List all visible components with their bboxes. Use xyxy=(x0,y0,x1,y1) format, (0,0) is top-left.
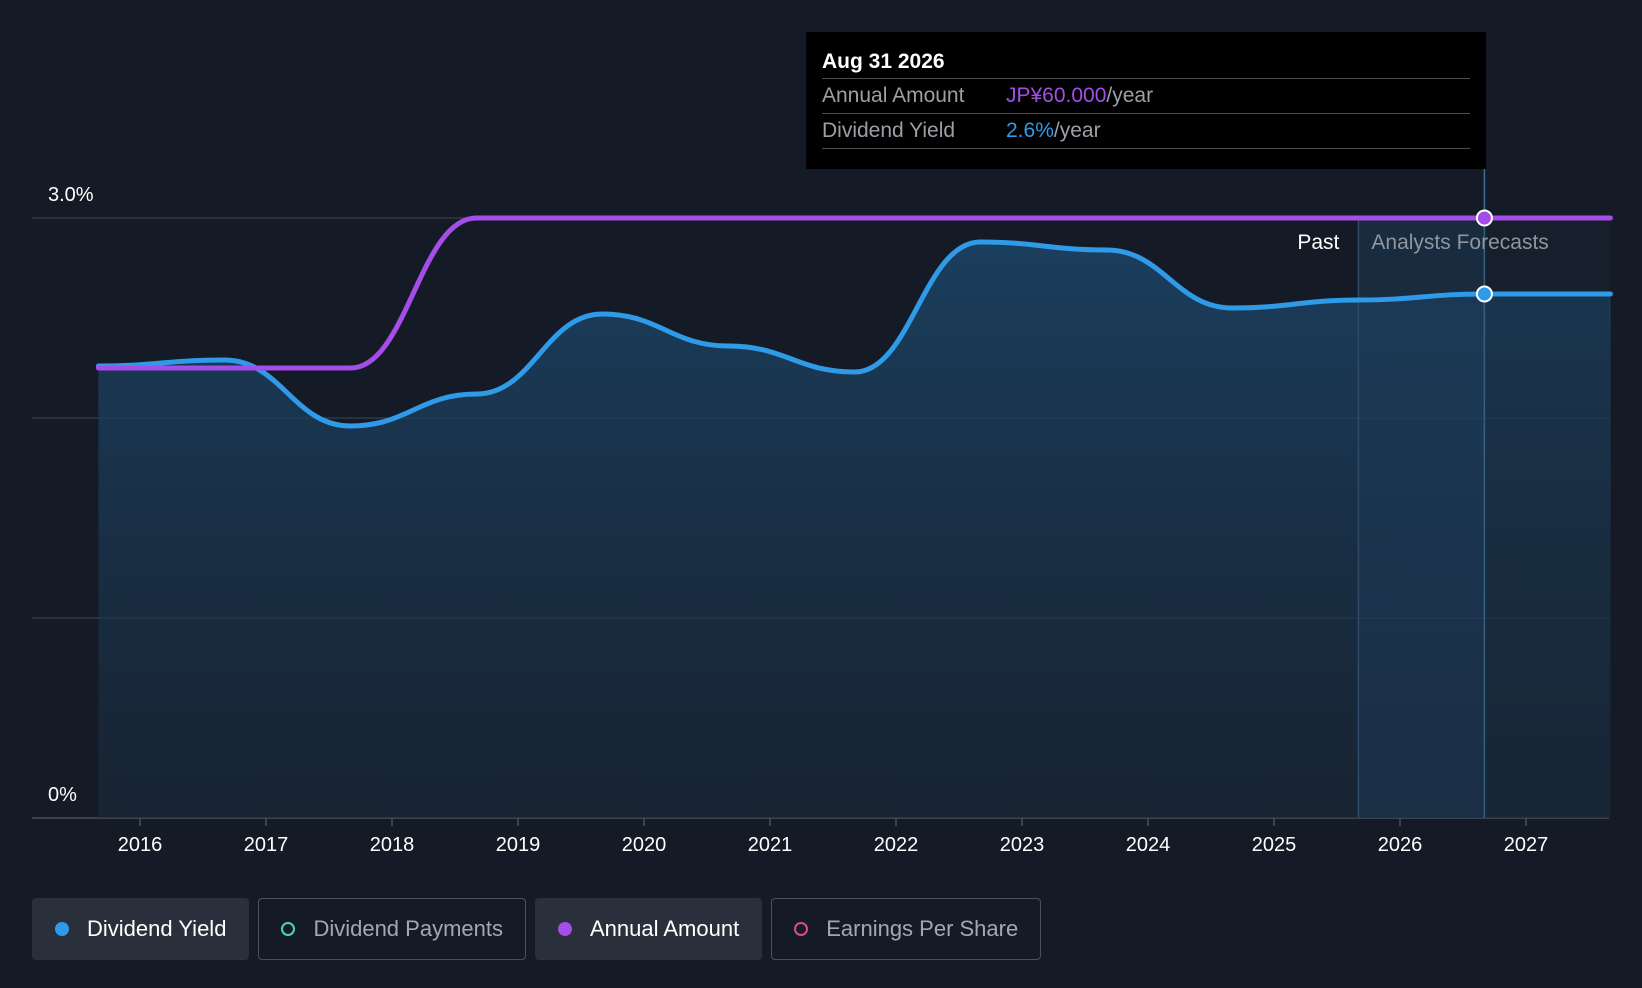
legend-dot-icon xyxy=(794,922,809,936)
legend-label: Dividend Yield xyxy=(87,916,227,941)
tooltip-label: Annual Amount xyxy=(822,84,965,107)
legend-annual-amount[interactable]: Annual Amount xyxy=(534,898,763,960)
annual-amount-line xyxy=(95,215,1613,371)
x-tick-label: 2018 xyxy=(370,834,415,856)
y-tick-label: 3.0% xyxy=(48,184,94,206)
tooltip-value: 2.6% xyxy=(1006,119,1054,142)
x-tick-label: 2024 xyxy=(1126,834,1171,856)
x-tick-label: 2019 xyxy=(496,834,541,856)
legend-label: Annual Amount xyxy=(589,916,740,941)
y-tick-label: 0% xyxy=(48,784,77,806)
legend-label: Earnings Per Share xyxy=(826,916,1019,941)
dividend-yield-area xyxy=(98,242,1611,818)
tooltip-row-annual-amount: Annual Amount JP¥60.000 /year xyxy=(822,78,1470,113)
x-tick-label: 2020 xyxy=(622,834,667,856)
tooltip-date: Aug 31 2026 xyxy=(822,50,945,73)
legend-earnings-per-share[interactable]: Earnings Per Share xyxy=(771,898,1042,960)
x-tick-label: 2016 xyxy=(118,834,163,856)
legend-dividend-yield[interactable]: Dividend Yield xyxy=(32,898,250,960)
chart-legend: Dividend Yield Dividend Payments Annual … xyxy=(32,898,1050,960)
x-tick-label: 2027 xyxy=(1504,834,1549,856)
forecast-band xyxy=(1358,218,1485,818)
x-tick-label: 2017 xyxy=(244,834,289,856)
tooltip-unit: /year xyxy=(1106,84,1154,107)
x-tick-label: 2021 xyxy=(748,834,793,856)
legend-dot-icon xyxy=(557,922,572,936)
forecast-remainder xyxy=(1484,218,1609,818)
x-tick-label: 2022 xyxy=(874,834,919,856)
tooltip-label: Dividend Yield xyxy=(822,119,956,142)
annual-amount-marker xyxy=(1475,209,1493,227)
forecast-label: Analysts Forecasts xyxy=(1371,231,1548,254)
x-tick-label: 2026 xyxy=(1378,834,1423,856)
tooltip-unit: /year xyxy=(1053,119,1101,142)
legend-label: Dividend Payments xyxy=(313,916,503,941)
x-tick-label: 2025 xyxy=(1252,834,1297,856)
dividend-yield-line xyxy=(95,239,1613,429)
tooltip-value: JP¥60.000 xyxy=(1006,84,1107,107)
x-tick-label: 2023 xyxy=(1000,834,1045,856)
tooltip-row-dividend-yield: Dividend Yield 2.6% /year xyxy=(822,113,1470,149)
dividend-yield-marker xyxy=(1475,285,1493,303)
past-label: Past xyxy=(1297,231,1339,254)
legend-dividend-payments[interactable]: Dividend Payments xyxy=(258,898,526,960)
chart-tooltip: Aug 31 2026 Annual Amount JP¥60.000 /yea… xyxy=(806,32,1486,169)
legend-dot-icon xyxy=(55,922,69,936)
legend-dot-icon xyxy=(281,922,296,936)
